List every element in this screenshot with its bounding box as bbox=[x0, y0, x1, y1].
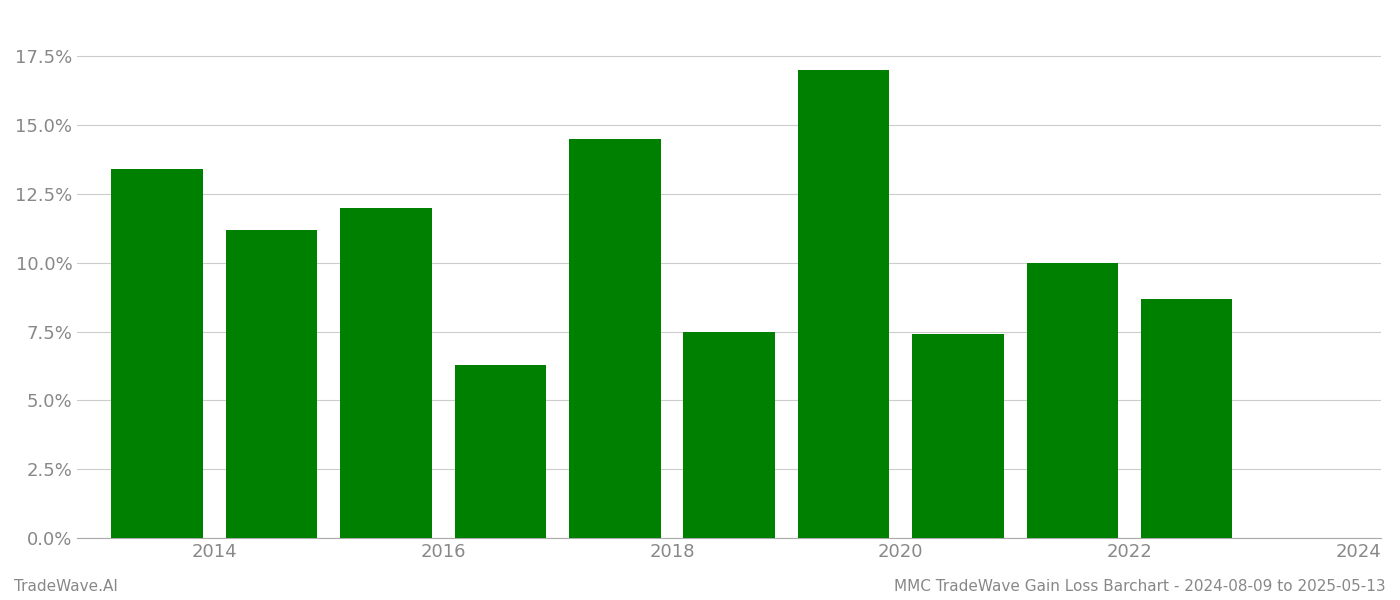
Text: TradeWave.AI: TradeWave.AI bbox=[14, 579, 118, 594]
Bar bbox=[455, 365, 546, 538]
Bar bbox=[1026, 263, 1119, 538]
Bar bbox=[340, 208, 431, 538]
Bar bbox=[568, 139, 661, 538]
Bar bbox=[1141, 299, 1232, 538]
Bar bbox=[798, 70, 889, 538]
Bar bbox=[225, 230, 318, 538]
Bar bbox=[913, 334, 1004, 538]
Bar bbox=[112, 169, 203, 538]
Text: MMC TradeWave Gain Loss Barchart - 2024-08-09 to 2025-05-13: MMC TradeWave Gain Loss Barchart - 2024-… bbox=[895, 579, 1386, 594]
Bar bbox=[683, 332, 774, 538]
